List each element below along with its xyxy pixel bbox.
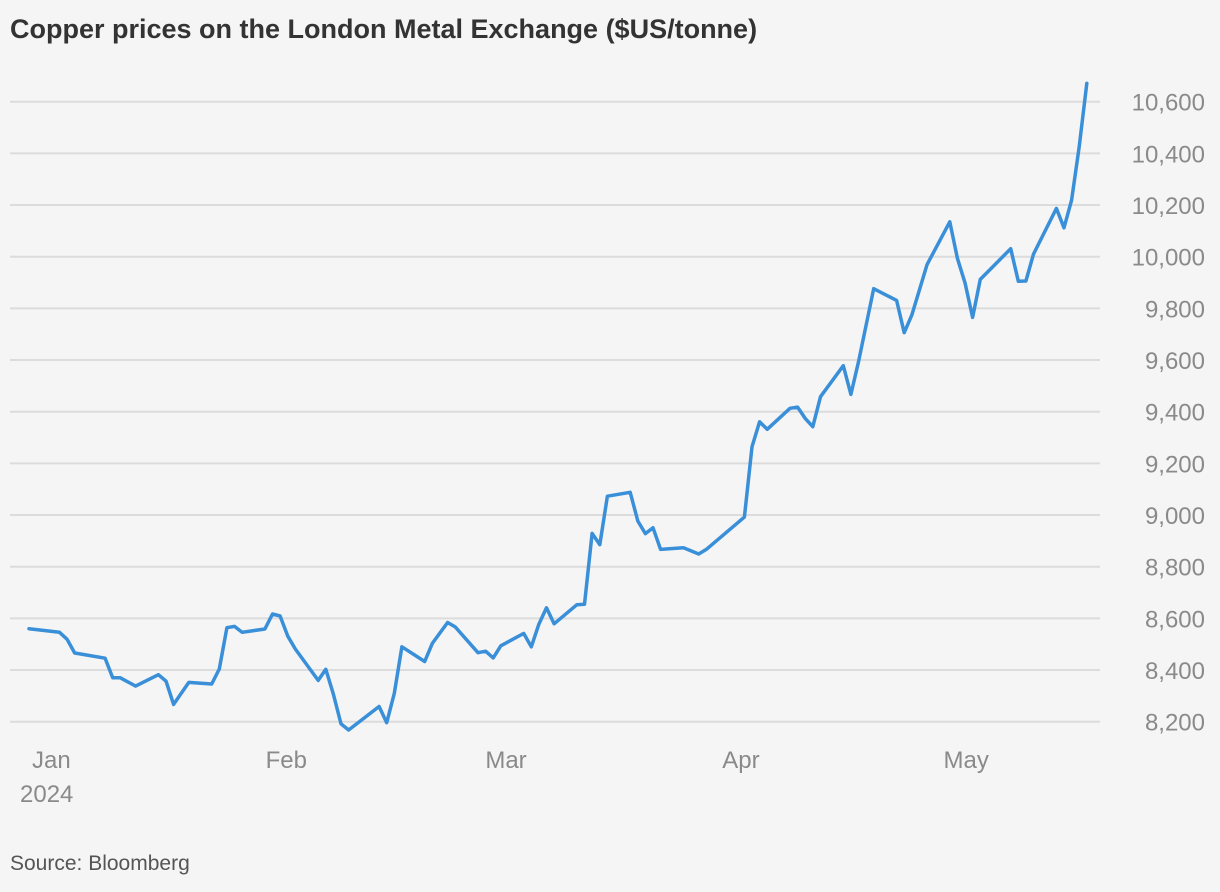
x-tick-label: Apr (722, 747, 759, 774)
y-tick-label: 8,400 (1145, 658, 1205, 685)
y-axis-tick-labels: 8,200 8,400 8,600 8,800 9,000 9,200 9,400 9,600… (1132, 90, 1205, 737)
y-tick-label: 10,000 (1132, 245, 1205, 272)
x-axis-tick-labels: Jan 2024 Feb Mar Apr May (20, 747, 989, 808)
y-tick-label: 9,400 (1145, 400, 1205, 427)
x-tick-label: Jan (32, 747, 71, 774)
source-note: Source: Bloomberg (10, 852, 190, 875)
y-tick-label: 9,600 (1145, 348, 1205, 375)
y-tick-label: 9,200 (1145, 451, 1205, 478)
y-tick-label: 10,200 (1132, 193, 1205, 220)
y-tick-label: 9,000 (1145, 503, 1205, 530)
x-tick-label: Mar (485, 747, 526, 774)
y-tick-label: 9,800 (1145, 296, 1205, 323)
y-tick-label: 10,600 (1132, 90, 1205, 117)
x-tick-year-label: 2024 (20, 781, 73, 808)
series-group (27, 81, 1089, 732)
y-tick-label: 8,800 (1145, 555, 1205, 582)
y-tick-label: 8,200 (1145, 710, 1205, 737)
y-tick-label: 10,400 (1132, 141, 1205, 168)
y-tick-label: 8,600 (1145, 606, 1205, 633)
x-tick-label: Feb (266, 747, 307, 774)
gridlines (10, 100, 1100, 723)
price-line (27, 81, 1089, 732)
chart-title: Copper prices on the London Metal Exchan… (10, 14, 758, 44)
x-tick-label: May (944, 747, 989, 774)
